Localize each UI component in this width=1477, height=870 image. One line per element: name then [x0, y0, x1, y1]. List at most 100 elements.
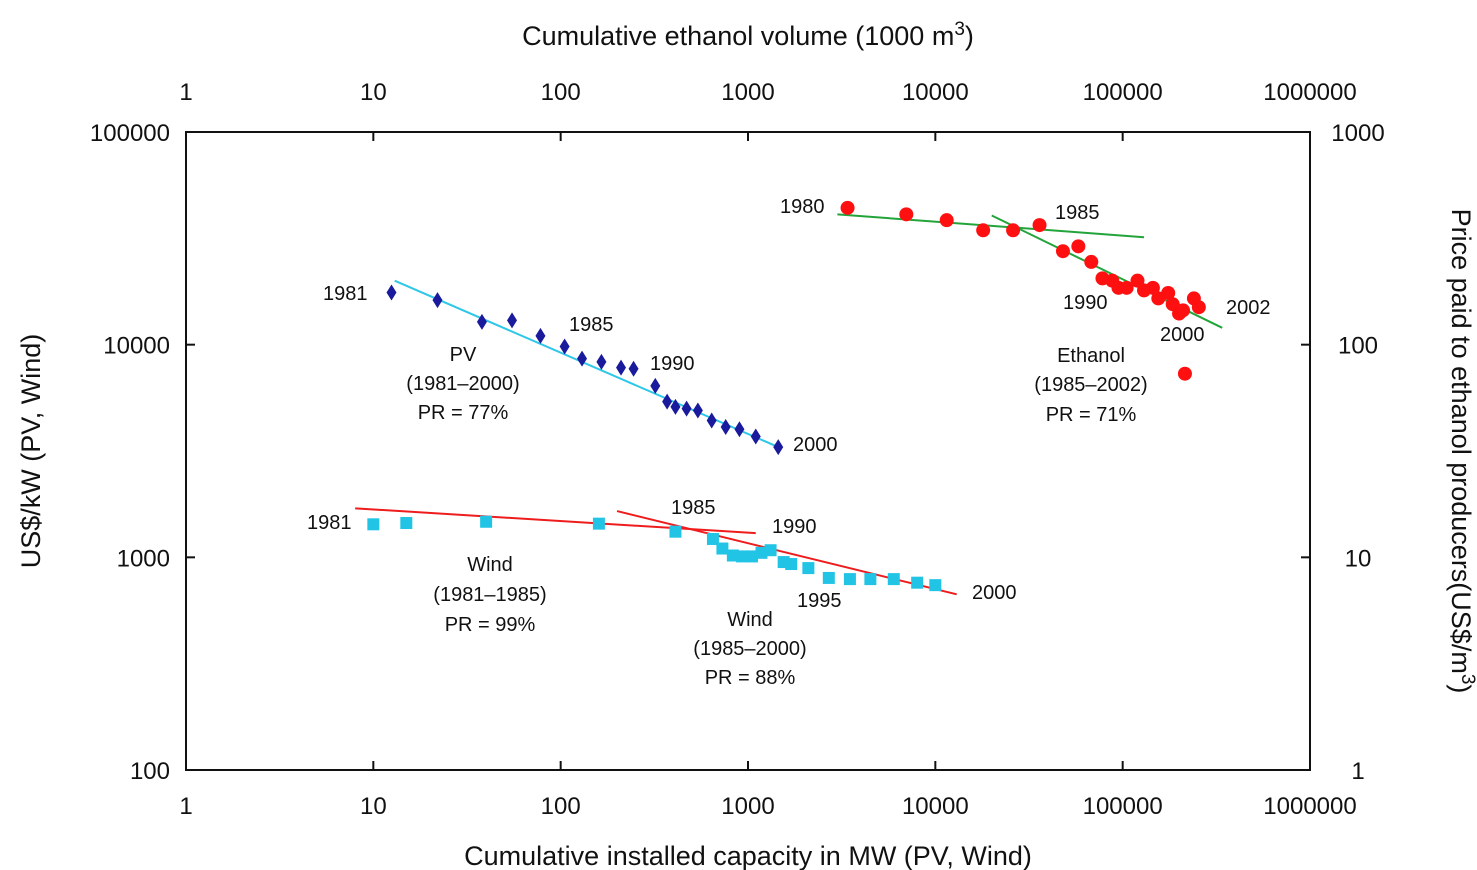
ethanol-point — [1071, 239, 1086, 254]
pv-point — [706, 412, 717, 429]
ethanol-point — [1191, 300, 1206, 315]
pv-point — [650, 377, 661, 394]
ethanol-point — [1055, 244, 1070, 259]
pv-point — [734, 421, 745, 438]
y-axis-title-right: Price paid to ethanol producers(US$/m3) — [1446, 209, 1477, 694]
ethanol-point — [1177, 366, 1192, 381]
pv-point — [577, 350, 588, 367]
wind-point — [843, 573, 856, 586]
ethanol-year-1985-label: 1985 — [1055, 202, 1100, 224]
pv-point — [720, 419, 731, 436]
wind-point — [764, 544, 777, 557]
pv-point — [662, 393, 673, 410]
ethanol-point — [1032, 218, 1047, 233]
y-tick-label-right: 100 — [1338, 333, 1378, 360]
ethanol-pr-label: PR = 71% — [1046, 404, 1137, 426]
wind-year-1981-label: 1981 — [307, 512, 352, 534]
x-tick-label-top: 1000000 — [1263, 79, 1356, 106]
x-tick-label-bottom: 100000 — [1083, 793, 1163, 820]
x-tick-label-bottom: 100 — [541, 793, 581, 820]
x-tick-label-bottom: 10000 — [902, 793, 969, 820]
ethanol-point — [899, 207, 914, 222]
wind-point — [755, 546, 768, 559]
wind-point — [911, 576, 924, 589]
x-tick-label-top: 100000 — [1083, 79, 1163, 106]
y-axis-left: 100 1000 10000 100000 — [90, 120, 195, 785]
wind-point — [716, 542, 729, 555]
wind1-name-label: Wind — [467, 554, 513, 576]
pv-point — [681, 400, 692, 417]
ethanol-point — [1006, 223, 1021, 238]
ethanol-range-label: (1985–2002) — [1034, 374, 1147, 396]
pv-pr-label: PR = 77% — [418, 402, 509, 424]
pv-range-label: (1981–2000) — [406, 373, 519, 395]
pv-point — [386, 284, 397, 301]
ethanol-point — [840, 200, 855, 215]
x-tick-label-bottom: 1000 — [721, 793, 774, 820]
pv-point — [559, 338, 570, 355]
pv-point — [750, 428, 761, 445]
y-tick-label-right: 10 — [1345, 545, 1372, 572]
ethanol-name-label: Ethanol — [1057, 345, 1125, 367]
wind-point — [864, 573, 877, 586]
y-axis-right: 1 10 100 1000 — [1301, 120, 1385, 785]
wind-point — [745, 550, 758, 563]
wind1-range-label: (1981–1985) — [433, 584, 546, 606]
pv-point — [692, 402, 703, 419]
ethanol-point — [1084, 254, 1099, 269]
ethanol-series — [840, 200, 1206, 381]
ethanol-year-1990-label: 1990 — [1063, 292, 1108, 314]
wind2-name-label: Wind — [727, 609, 773, 631]
wind-year-1985-label: 1985 — [671, 497, 716, 519]
x-tick-label-top: 10000 — [902, 79, 969, 106]
ethanol-point — [1145, 280, 1160, 295]
pv-point — [507, 312, 518, 329]
pv-point — [535, 327, 546, 344]
pv-year-2000-label: 2000 — [793, 434, 838, 456]
y-tick-label-left: 100000 — [90, 120, 170, 147]
pv-year-1990-label: 1990 — [650, 353, 695, 375]
pv-point — [670, 398, 681, 415]
wind-fit-line-1985-2000 — [616, 510, 957, 596]
y-tick-label-left: 1000 — [117, 545, 170, 572]
wind-point — [706, 532, 719, 545]
wind-year-1995-label: 1995 — [797, 590, 842, 612]
wind-year-2000-label: 2000 — [972, 582, 1017, 604]
pv-point — [628, 360, 639, 377]
wind-point — [736, 550, 749, 563]
wind2-range-label: (1985–2000) — [693, 638, 806, 660]
ethanol-point — [939, 213, 954, 228]
wind-point — [802, 562, 815, 575]
pv-point — [596, 353, 607, 370]
ethanol-point — [1176, 303, 1191, 318]
wind-point — [367, 518, 380, 531]
ethanol-point — [1161, 285, 1176, 300]
pv-point — [432, 292, 443, 309]
wind1-pr-label: PR = 99% — [445, 614, 536, 636]
pv-series — [386, 284, 784, 456]
x-tick-label-top: 1000 — [721, 79, 774, 106]
wind-point — [726, 549, 739, 562]
wind-point — [822, 571, 835, 584]
pv-name-label: PV — [450, 344, 477, 366]
pv-point — [476, 313, 487, 330]
wind-point — [669, 525, 682, 538]
x-tick-label-top: 10 — [360, 79, 387, 106]
ethanol-year-2000-label: 2000 — [1160, 324, 1205, 346]
wind-point — [592, 517, 605, 530]
y-tick-label-right: 1 — [1351, 758, 1364, 785]
x-axis-top: 1 10 100 1000 10000 100000 1000000 — [179, 79, 1357, 141]
ethanol-point — [976, 223, 991, 238]
pv-point — [773, 439, 784, 456]
x-tick-label-bottom: 10 — [360, 793, 387, 820]
wind-point — [887, 573, 900, 586]
pv-year-1985-label: 1985 — [569, 314, 614, 336]
wind2-pr-label: PR = 88% — [705, 667, 796, 689]
x-axis-bottom: 1 10 100 1000 10000 100000 1000000 — [179, 761, 1357, 820]
ethanol-point — [1119, 280, 1134, 295]
wind-point — [480, 515, 493, 528]
x-tick-label-top: 1 — [179, 79, 192, 106]
wind-point — [400, 517, 413, 530]
x-tick-label-top: 100 — [541, 79, 581, 106]
